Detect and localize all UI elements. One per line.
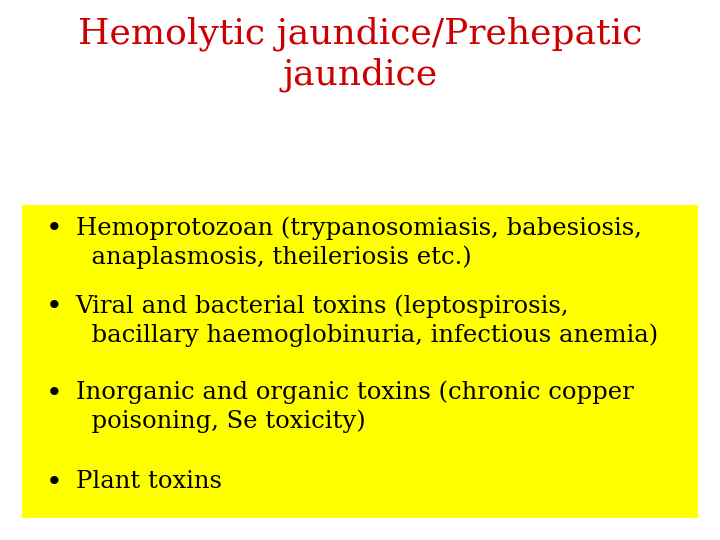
Text: Hemolytic jaundice/Prehepatic
jaundice: Hemolytic jaundice/Prehepatic jaundice: [78, 16, 642, 92]
Text: •: •: [45, 216, 63, 243]
FancyBboxPatch shape: [22, 205, 698, 518]
Text: Hemoprotozoan (trypanosomiasis, babesiosis,
  anaplasmosis, theileriosis etc.): Hemoprotozoan (trypanosomiasis, babesios…: [76, 216, 642, 268]
Text: Inorganic and organic toxins (chronic copper
  poisoning, Se toxicity): Inorganic and organic toxins (chronic co…: [76, 381, 634, 433]
Text: •: •: [45, 381, 63, 408]
Text: Viral and bacterial toxins (leptospirosis,
  bacillary haemoglobinuria, infectio: Viral and bacterial toxins (leptospirosi…: [76, 294, 658, 347]
Text: •: •: [45, 294, 63, 321]
Text: Plant toxins: Plant toxins: [76, 470, 222, 493]
Text: •: •: [45, 470, 63, 497]
